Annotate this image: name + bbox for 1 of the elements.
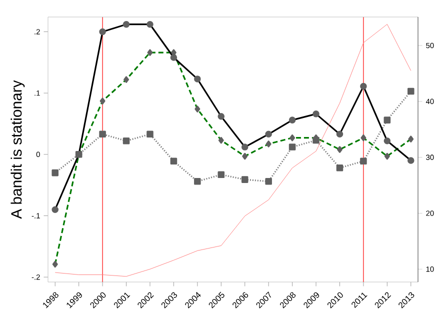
y-axis-title: A bandit is stationary <box>10 80 25 219</box>
